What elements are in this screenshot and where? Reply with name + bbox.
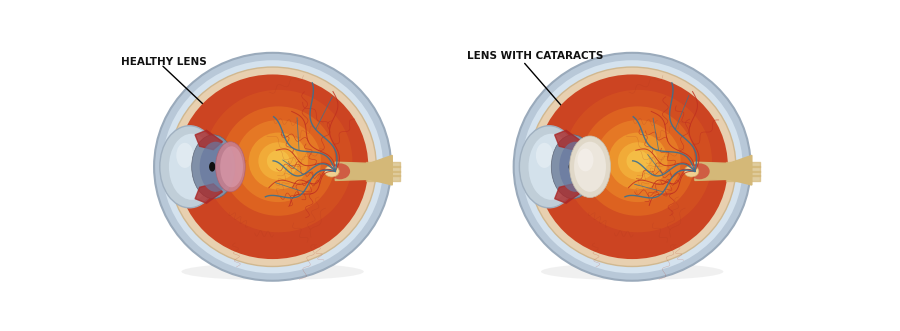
Ellipse shape xyxy=(204,90,353,232)
Ellipse shape xyxy=(221,106,336,216)
Ellipse shape xyxy=(536,74,728,259)
Ellipse shape xyxy=(552,135,595,199)
Ellipse shape xyxy=(626,150,649,172)
Ellipse shape xyxy=(519,126,579,208)
Ellipse shape xyxy=(169,67,376,266)
Ellipse shape xyxy=(154,53,392,281)
Ellipse shape xyxy=(570,136,610,198)
Polygon shape xyxy=(195,184,222,203)
Ellipse shape xyxy=(192,135,235,199)
Ellipse shape xyxy=(220,146,243,187)
Ellipse shape xyxy=(528,134,574,200)
Ellipse shape xyxy=(569,162,575,171)
Ellipse shape xyxy=(267,150,290,172)
Polygon shape xyxy=(195,130,222,150)
Polygon shape xyxy=(554,130,582,150)
Ellipse shape xyxy=(236,120,321,202)
Ellipse shape xyxy=(160,126,219,208)
Ellipse shape xyxy=(541,263,724,280)
Ellipse shape xyxy=(536,143,553,168)
Ellipse shape xyxy=(248,133,308,190)
Polygon shape xyxy=(336,155,392,185)
Ellipse shape xyxy=(578,149,593,171)
Ellipse shape xyxy=(684,166,699,177)
Ellipse shape xyxy=(200,142,231,192)
Ellipse shape xyxy=(169,134,214,200)
Ellipse shape xyxy=(580,106,695,216)
Ellipse shape xyxy=(608,133,668,190)
Ellipse shape xyxy=(176,143,194,168)
Ellipse shape xyxy=(209,162,215,171)
Ellipse shape xyxy=(618,142,658,180)
Ellipse shape xyxy=(216,142,245,192)
Ellipse shape xyxy=(559,142,591,192)
Ellipse shape xyxy=(162,60,383,273)
Text: HEALTHY LENS: HEALTHY LENS xyxy=(121,57,207,67)
Ellipse shape xyxy=(329,164,350,179)
Ellipse shape xyxy=(595,120,680,202)
Ellipse shape xyxy=(563,90,712,232)
Ellipse shape xyxy=(177,74,368,259)
Ellipse shape xyxy=(528,67,736,266)
Polygon shape xyxy=(695,155,752,185)
Ellipse shape xyxy=(325,166,339,177)
Ellipse shape xyxy=(182,263,364,280)
Ellipse shape xyxy=(522,60,742,273)
Polygon shape xyxy=(554,184,582,203)
Ellipse shape xyxy=(574,142,606,192)
Ellipse shape xyxy=(258,142,298,180)
Text: LENS WITH CATARACTS: LENS WITH CATARACTS xyxy=(467,51,604,61)
Ellipse shape xyxy=(514,53,751,281)
Ellipse shape xyxy=(689,164,710,179)
